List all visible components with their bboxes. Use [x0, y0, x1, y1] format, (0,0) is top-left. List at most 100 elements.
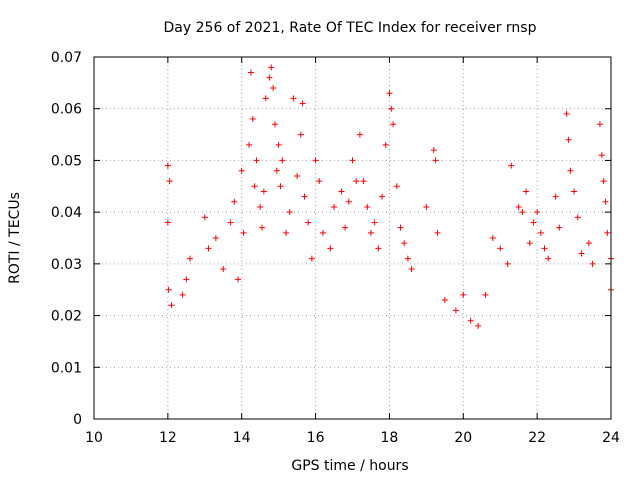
data-point [165, 286, 172, 293]
data-point [231, 198, 238, 205]
data-point [441, 297, 448, 304]
data-point [251, 183, 258, 190]
data-point [246, 141, 253, 148]
data-point [268, 64, 275, 71]
data-point [600, 178, 607, 185]
data-point [519, 209, 526, 216]
data-point [212, 235, 219, 241]
data-point [240, 229, 247, 236]
data-point [604, 229, 611, 236]
y-tick-label: 0.02 [51, 309, 82, 325]
x-tick-label: 14 [233, 430, 251, 446]
data-point [273, 167, 280, 174]
data-point [271, 121, 278, 128]
data-point [259, 224, 266, 231]
data-point [504, 260, 511, 267]
data-point [360, 178, 367, 185]
data-point [238, 167, 245, 174]
data-point [345, 198, 352, 205]
data-point [386, 90, 393, 97]
data-point [489, 235, 496, 241]
data-point [312, 157, 319, 164]
grid-lines [94, 57, 611, 419]
x-tick-label: 10 [85, 430, 103, 446]
data-point [563, 110, 570, 117]
data-point [602, 198, 609, 205]
y-tick-label: 0.04 [51, 205, 82, 221]
data-point [257, 203, 264, 210]
x-tick-label: 18 [381, 430, 399, 446]
data-point [183, 276, 190, 283]
data-point [467, 317, 474, 324]
data-point [397, 224, 404, 231]
data-point [260, 188, 267, 195]
data-point [574, 214, 581, 221]
y-axis-ticks: 0 0.01 0.02 0.03 0.04 0.05 0.06 0.07 [51, 50, 611, 428]
data-point [565, 136, 572, 143]
data-point [567, 167, 574, 174]
data-point [379, 193, 386, 200]
data-point [164, 162, 171, 169]
data-point [201, 214, 208, 221]
data-point [275, 141, 282, 148]
data-point [408, 266, 415, 273]
data-point [390, 121, 397, 128]
data-point [515, 203, 522, 210]
data-point [247, 69, 254, 76]
data-point [297, 131, 304, 138]
data-point [432, 157, 439, 164]
data-point [249, 116, 256, 123]
data-point [475, 322, 482, 329]
data-point [497, 245, 504, 252]
data-point [382, 141, 389, 148]
data-point [364, 203, 371, 210]
x-axis-ticks: 10 12 14 16 18 20 22 24 [85, 57, 620, 446]
data-point [166, 178, 173, 185]
y-axis-label: ROTI / TECUs [7, 192, 23, 284]
data-point [430, 147, 437, 154]
data-point [227, 219, 234, 226]
data-point [356, 131, 363, 138]
chart-title: Day 256 of 2021, Rate Of TEC Index for r… [164, 20, 537, 36]
y-tick-label: 0.01 [51, 360, 82, 376]
data-point [294, 172, 301, 179]
data-point [541, 245, 548, 252]
data-point [552, 193, 559, 200]
data-point [353, 178, 360, 185]
data-point [305, 219, 312, 226]
data-point [375, 245, 382, 252]
data-point [290, 95, 297, 102]
x-tick-label: 12 [159, 430, 177, 446]
data-point [571, 188, 578, 195]
data-point [262, 95, 269, 102]
data-point [266, 74, 273, 81]
x-tick-label: 22 [528, 430, 546, 446]
plot-border [93, 56, 612, 420]
data-point [393, 183, 400, 190]
data-point [537, 229, 544, 236]
data-point [388, 105, 395, 112]
data-point [253, 157, 260, 164]
data-point [279, 157, 286, 164]
x-tick-label: 16 [307, 430, 325, 446]
data-point [371, 219, 378, 226]
y-tick-label: 0.05 [51, 153, 82, 169]
data-point [589, 260, 596, 267]
data-point [482, 291, 489, 298]
data-point [367, 229, 374, 236]
data-point [283, 229, 290, 236]
y-tick-label: 0.07 [51, 50, 82, 66]
data-point [327, 245, 334, 252]
x-tick-label: 20 [454, 430, 472, 446]
data-point [168, 302, 175, 309]
data-point [270, 85, 277, 92]
data-point [423, 203, 430, 210]
data-point [401, 240, 408, 247]
data-point [349, 157, 356, 164]
data-point [404, 255, 411, 262]
data-point [452, 307, 459, 314]
data-point [331, 203, 338, 210]
data-point [434, 229, 441, 236]
data-point [342, 224, 349, 231]
